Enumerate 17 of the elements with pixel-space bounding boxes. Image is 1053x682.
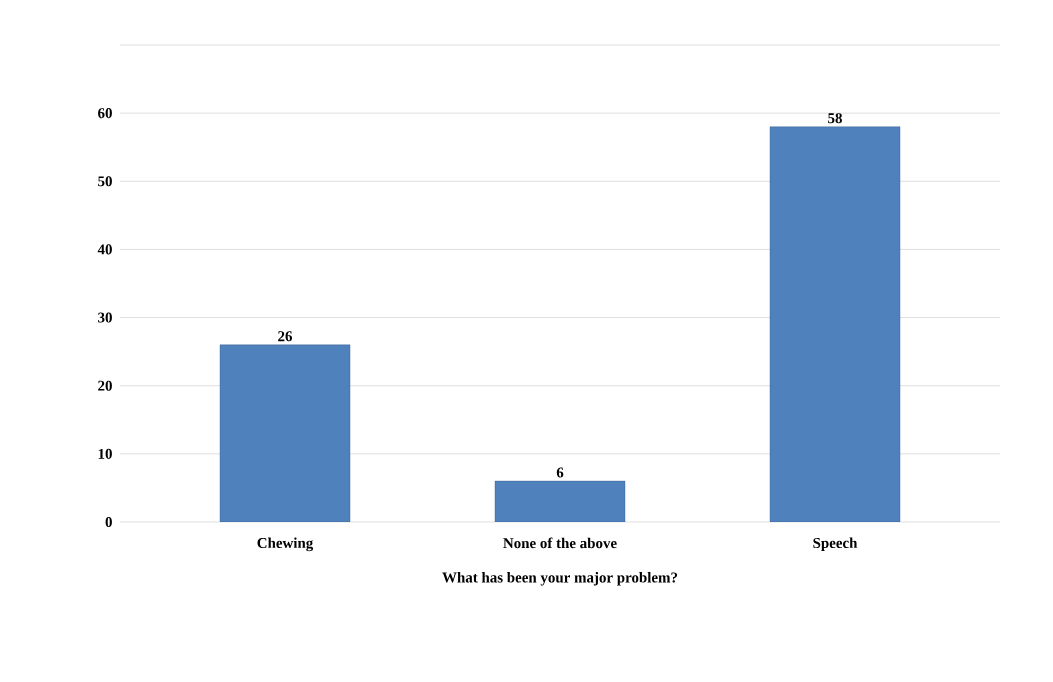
y-tick-label: 50 [98, 176, 112, 187]
y-tick-label: 60 [98, 108, 112, 119]
data-label: 58 [828, 113, 842, 124]
data-label: 26 [278, 331, 293, 342]
bar [769, 126, 901, 522]
y-tick-label: 0 [105, 516, 112, 528]
x-tick-label: Chewing [257, 537, 314, 552]
y-tick-label: 20 [98, 380, 112, 391]
bar [494, 480, 626, 522]
y-tick-label: 10 [98, 448, 112, 459]
data-label: 6 [556, 467, 564, 478]
y-tick-label: 30 [98, 312, 112, 323]
x-tick-label: Speech [813, 537, 858, 552]
x-axis-title: What has been your major problem? [442, 572, 678, 586]
bar [219, 344, 351, 522]
y-tick-label: 40 [97, 244, 112, 255]
x-tick-label: None of the above [503, 537, 617, 549]
